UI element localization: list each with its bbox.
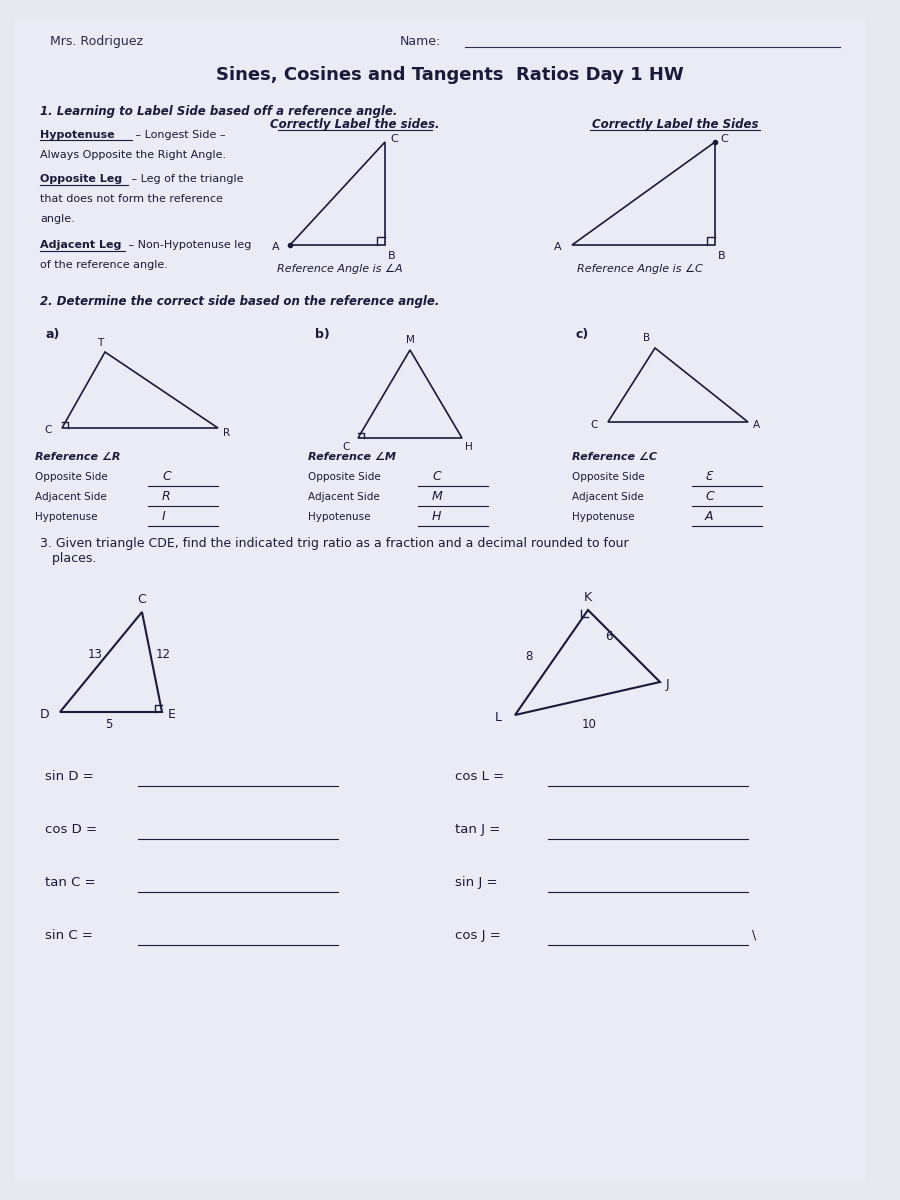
Text: Reference ∠C: Reference ∠C (572, 452, 657, 462)
Text: a): a) (45, 328, 59, 341)
Text: 10: 10 (582, 718, 597, 731)
Text: Ɛ: Ɛ (705, 470, 713, 482)
Text: 1. Learning to Label Side based off a reference angle.: 1. Learning to Label Side based off a re… (40, 104, 398, 118)
Text: Opposite Side: Opposite Side (572, 472, 644, 482)
FancyBboxPatch shape (15, 20, 865, 1180)
Text: D: D (40, 708, 50, 721)
Text: – Leg of the triangle: – Leg of the triangle (128, 174, 244, 184)
Text: sin D =: sin D = (45, 770, 94, 782)
Text: A: A (753, 420, 760, 430)
Text: c): c) (575, 328, 589, 341)
Text: that does not form the reference: that does not form the reference (40, 194, 223, 204)
Text: C: C (44, 425, 51, 434)
Text: 6: 6 (605, 630, 613, 643)
Text: Adjacent Side: Adjacent Side (572, 492, 644, 502)
Text: \: \ (752, 929, 756, 942)
Text: Reference ∠R: Reference ∠R (35, 452, 121, 462)
Text: Hypotenuse: Hypotenuse (572, 512, 634, 522)
Text: Mrs. Rodriguez: Mrs. Rodriguez (50, 35, 143, 48)
Text: 5: 5 (105, 718, 112, 731)
Text: 3. Given triangle CDE, find the indicated trig ratio as a fraction and a decimal: 3. Given triangle CDE, find the indicate… (40, 538, 628, 565)
Text: E: E (168, 708, 176, 721)
Text: Name:: Name: (400, 35, 441, 48)
Text: – Non-Hypotenuse leg: – Non-Hypotenuse leg (125, 240, 251, 250)
Text: C: C (720, 134, 728, 144)
Text: C: C (162, 470, 171, 482)
Text: B: B (718, 251, 725, 260)
Text: K: K (584, 590, 592, 604)
Text: B: B (644, 332, 651, 343)
Text: of the reference angle.: of the reference angle. (40, 260, 168, 270)
Text: Reference Angle is ∠C: Reference Angle is ∠C (577, 264, 703, 274)
Text: C: C (432, 470, 441, 482)
Text: Always Opposite the Right Angle.: Always Opposite the Right Angle. (40, 150, 226, 160)
Text: R: R (162, 490, 171, 503)
Text: cos L =: cos L = (455, 770, 504, 782)
Text: I: I (162, 510, 166, 523)
Text: Opposite Side: Opposite Side (308, 472, 381, 482)
Text: Hypotenuse: Hypotenuse (35, 512, 97, 522)
Text: Opposite Leg: Opposite Leg (40, 174, 122, 184)
Text: Adjacent Side: Adjacent Side (308, 492, 380, 502)
Text: T: T (97, 338, 104, 348)
Text: b): b) (315, 328, 329, 341)
Text: Opposite Side: Opposite Side (35, 472, 108, 482)
Text: L: L (495, 710, 502, 724)
Text: 8: 8 (525, 650, 533, 662)
Text: C: C (590, 420, 598, 430)
Text: B: B (388, 251, 396, 260)
Text: sin J =: sin J = (455, 876, 498, 889)
Text: A: A (554, 242, 562, 252)
Text: – Longest Side –: – Longest Side – (132, 130, 226, 140)
Text: tan J =: tan J = (455, 823, 500, 836)
Text: Adjacent Side: Adjacent Side (35, 492, 107, 502)
Text: Sines, Cosines and Tangents  Ratios Day 1 HW: Sines, Cosines and Tangents Ratios Day 1… (216, 66, 684, 84)
Text: M: M (406, 335, 414, 346)
Text: H: H (465, 442, 472, 452)
Text: angle.: angle. (40, 214, 75, 224)
Text: C: C (390, 134, 398, 144)
Text: C: C (342, 442, 349, 452)
Text: M: M (432, 490, 443, 503)
Text: R: R (223, 428, 230, 438)
Text: A: A (705, 510, 714, 523)
Text: tan C =: tan C = (45, 876, 95, 889)
Text: 12: 12 (156, 648, 171, 661)
Text: cos D =: cos D = (45, 823, 97, 836)
Text: 13: 13 (88, 648, 103, 661)
Text: Reference Angle is ∠A: Reference Angle is ∠A (277, 264, 403, 274)
Text: 2. Determine the correct side based on the reference angle.: 2. Determine the correct side based on t… (40, 295, 439, 308)
Text: Hypotenuse: Hypotenuse (308, 512, 371, 522)
Text: H: H (432, 510, 441, 523)
Text: Adjacent Leg: Adjacent Leg (40, 240, 122, 250)
Text: A: A (272, 242, 280, 252)
Text: cos J =: cos J = (455, 929, 500, 942)
Text: C: C (138, 593, 147, 606)
Text: Hypotenuse: Hypotenuse (40, 130, 114, 140)
Text: Correctly Label the Sides: Correctly Label the Sides (592, 118, 758, 131)
Text: sin C =: sin C = (45, 929, 93, 942)
Text: C: C (705, 490, 714, 503)
Text: Reference ∠M: Reference ∠M (308, 452, 396, 462)
Text: Correctly Label the sides.: Correctly Label the sides. (270, 118, 440, 131)
Text: J: J (666, 678, 670, 691)
